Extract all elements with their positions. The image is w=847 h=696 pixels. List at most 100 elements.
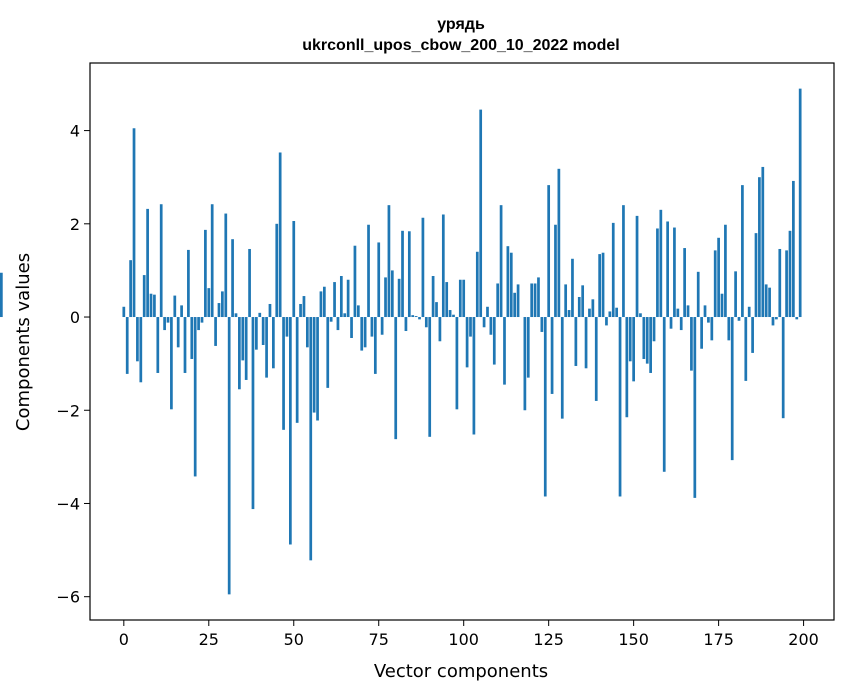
bar — [771, 317, 775, 326]
bar — [577, 296, 581, 318]
bar — [384, 277, 387, 318]
bar — [662, 317, 666, 472]
bar — [778, 248, 782, 318]
bar — [747, 306, 751, 318]
bar — [394, 317, 398, 440]
bar — [418, 317, 421, 320]
y-axis-label: Components values — [13, 253, 34, 431]
bar — [645, 317, 649, 364]
bar — [289, 317, 292, 545]
bar — [625, 317, 629, 418]
bar — [363, 317, 367, 348]
bar — [353, 245, 357, 318]
bar — [387, 205, 391, 318]
bar — [312, 317, 316, 413]
bar — [710, 317, 714, 341]
bar — [153, 294, 156, 318]
bar — [268, 303, 272, 318]
bar — [326, 317, 330, 388]
bar — [278, 152, 282, 318]
bar — [166, 317, 170, 323]
bar — [605, 317, 608, 326]
bar — [615, 307, 619, 318]
bar — [781, 317, 785, 419]
bar — [798, 88, 802, 318]
bar — [125, 317, 129, 374]
bar — [526, 317, 530, 378]
bar — [659, 209, 663, 318]
bar — [319, 291, 323, 318]
bar — [377, 242, 381, 318]
x-tick-label: 25 — [199, 630, 219, 649]
bar — [350, 317, 353, 338]
bar — [496, 283, 500, 318]
bar — [258, 312, 262, 318]
bar — [588, 308, 591, 318]
bar — [530, 283, 534, 318]
y-tick-label: 4 — [70, 122, 80, 141]
bar — [180, 305, 183, 318]
bar — [251, 317, 255, 510]
bar — [724, 224, 727, 318]
bar — [173, 295, 177, 318]
bar — [540, 317, 544, 332]
bar — [241, 317, 245, 361]
bar — [560, 317, 564, 419]
bar — [305, 317, 309, 348]
bar — [329, 317, 333, 322]
bar — [214, 317, 217, 346]
bar — [690, 317, 693, 371]
bar — [472, 317, 476, 435]
bar — [299, 303, 302, 318]
bar — [455, 317, 459, 410]
bar — [509, 252, 513, 318]
bar — [0, 272, 3, 318]
bar — [204, 229, 207, 318]
bar — [567, 310, 571, 318]
bar — [601, 252, 605, 318]
bar — [339, 276, 343, 318]
bar — [244, 317, 248, 380]
bar — [221, 291, 224, 318]
bar — [785, 250, 788, 318]
bar — [611, 222, 615, 318]
bar — [424, 317, 428, 328]
bar — [176, 317, 180, 348]
bar — [608, 311, 612, 318]
bar — [265, 317, 268, 378]
bar — [696, 271, 700, 318]
y-tick-label: −4 — [56, 494, 80, 513]
x-axis-label: Vector components — [374, 661, 548, 682]
bar — [679, 317, 683, 331]
bar — [628, 317, 632, 362]
bar — [727, 317, 731, 341]
y-axis-ticks: −6 −4 −2 0 2 4 — [56, 122, 90, 607]
bar — [754, 233, 758, 318]
bar — [557, 168, 561, 318]
x-tick-label: 50 — [284, 630, 304, 649]
bar — [217, 303, 221, 318]
bar — [200, 317, 204, 323]
bar — [336, 317, 340, 331]
bar — [713, 250, 717, 318]
bar — [499, 205, 503, 318]
plot-frame — [89, 62, 835, 621]
bar — [792, 180, 795, 318]
bar — [207, 288, 211, 318]
bar — [373, 317, 377, 374]
bar — [163, 317, 166, 331]
bar — [322, 286, 326, 318]
bar — [652, 317, 656, 342]
bar — [523, 317, 527, 411]
bar — [676, 308, 680, 318]
bar — [693, 317, 697, 498]
bar — [129, 260, 132, 318]
bar — [292, 221, 296, 318]
bar — [438, 317, 442, 342]
chart-subtitle: ukrconll_upos_cbow_200_10_2022 model — [302, 37, 619, 54]
bar — [156, 317, 160, 373]
bar — [234, 313, 238, 318]
bar — [401, 230, 404, 318]
bar — [285, 317, 289, 337]
bar — [343, 313, 347, 318]
